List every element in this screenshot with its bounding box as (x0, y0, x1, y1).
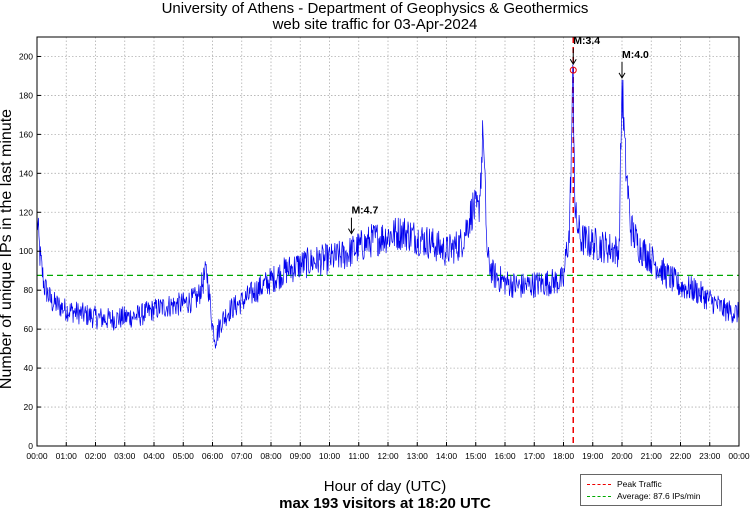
x-tick-label: 05:00 (173, 451, 195, 461)
legend-swatch-average (587, 496, 611, 498)
x-tick-label: 22:00 (670, 451, 692, 461)
x-tick-label: 19:00 (582, 451, 604, 461)
reference-lines (37, 37, 739, 446)
markers: M:4.7 M:3.4 M:4.0 (348, 35, 649, 235)
x-tick-label: 11:00 (348, 451, 369, 461)
series-layer (36, 64, 740, 349)
chart-title: University of Athens - Department of Geo… (161, 0, 589, 17)
x-tick-label: 14:00 (436, 451, 458, 461)
y-tick-label: 120 (19, 207, 33, 217)
annotation-label: M:3.4 (573, 35, 600, 47)
legend-label-peak: Peak Traffic (617, 479, 662, 489)
x-tick-label: 06:00 (202, 451, 224, 461)
x-tick-label: 17:00 (524, 451, 546, 461)
x-tick-label: 18:00 (553, 451, 575, 461)
y-tick-label: 180 (19, 90, 33, 100)
y-tick-label: 200 (19, 51, 33, 61)
legend-label-average: Average: 87.6 IPs/min (617, 491, 701, 501)
y-tick-label: 40 (24, 363, 34, 373)
legend-item-average: Average: 87.6 IPs/min (587, 490, 700, 502)
annotation-label: M:4.0 (622, 49, 649, 61)
x-tick-label: 20:00 (611, 451, 633, 461)
annotation-arrowhead (569, 58, 577, 66)
x-tick-label: 00:00 (26, 451, 48, 461)
x-tick-label: 03:00 (114, 451, 136, 461)
traffic-chart: M:4.7 M:3.4 M:4.0 00:00 01:00 02:00 03:00 04:0… (19, 35, 750, 461)
x-tick-label: 12:00 (377, 451, 399, 461)
x-tick-label: 04:00 (143, 451, 165, 461)
annotation-arrowhead (348, 228, 355, 235)
x-tick-label: 10:00 (319, 451, 341, 461)
plot-frame (36, 36, 740, 447)
y-tick-label: 100 (19, 246, 33, 256)
y-tick-label: 60 (24, 324, 34, 334)
x-tick-label: 21:00 (641, 451, 663, 461)
x-tick-label: 00:00 (728, 451, 750, 461)
x-tick-label: 02:00 (85, 451, 107, 461)
x-tick-label: 23:00 (699, 451, 721, 461)
y-tick-label: 0 (28, 441, 33, 451)
x-tick-label: 16:00 (494, 451, 516, 461)
legend: Peak Traffic Average: 87.6 IPs/min (580, 474, 722, 506)
x-tick-label: 15:00 (465, 451, 487, 461)
x-tick-label: 13:00 (407, 451, 429, 461)
axes: 00:00 01:00 02:00 03:00 04:00 05:00 06:00 07:00… (19, 36, 750, 461)
max-visitors-footer: max 193 visitors at 18:20 UTC (279, 495, 491, 512)
x-tick-label: 08:00 (260, 451, 282, 461)
series-line-visitors (36, 64, 740, 349)
y-tick-label: 160 (19, 129, 33, 139)
x-tick-label: 09:00 (290, 451, 312, 461)
y-axis-label: Number of unique IPs in the last minute (0, 108, 15, 390)
y-tick-label: 20 (24, 402, 34, 412)
legend-swatch-peak (587, 484, 611, 486)
chart-subtitle: web site traffic for 03-Apr-2024 (272, 16, 478, 33)
x-axis-label: Hour of day (UTC) (323, 478, 447, 495)
y-tick-label: 80 (24, 285, 34, 295)
y-tick-label: 140 (19, 168, 33, 178)
peak-marker (569, 66, 577, 74)
annotation-label: M:4.7 (351, 205, 378, 217)
legend-item-peak: Peak Traffic (587, 478, 662, 490)
annotation-arrowhead (618, 72, 626, 79)
x-tick-label: 01:00 (56, 451, 78, 461)
x-tick-label: 07:00 (231, 451, 253, 461)
